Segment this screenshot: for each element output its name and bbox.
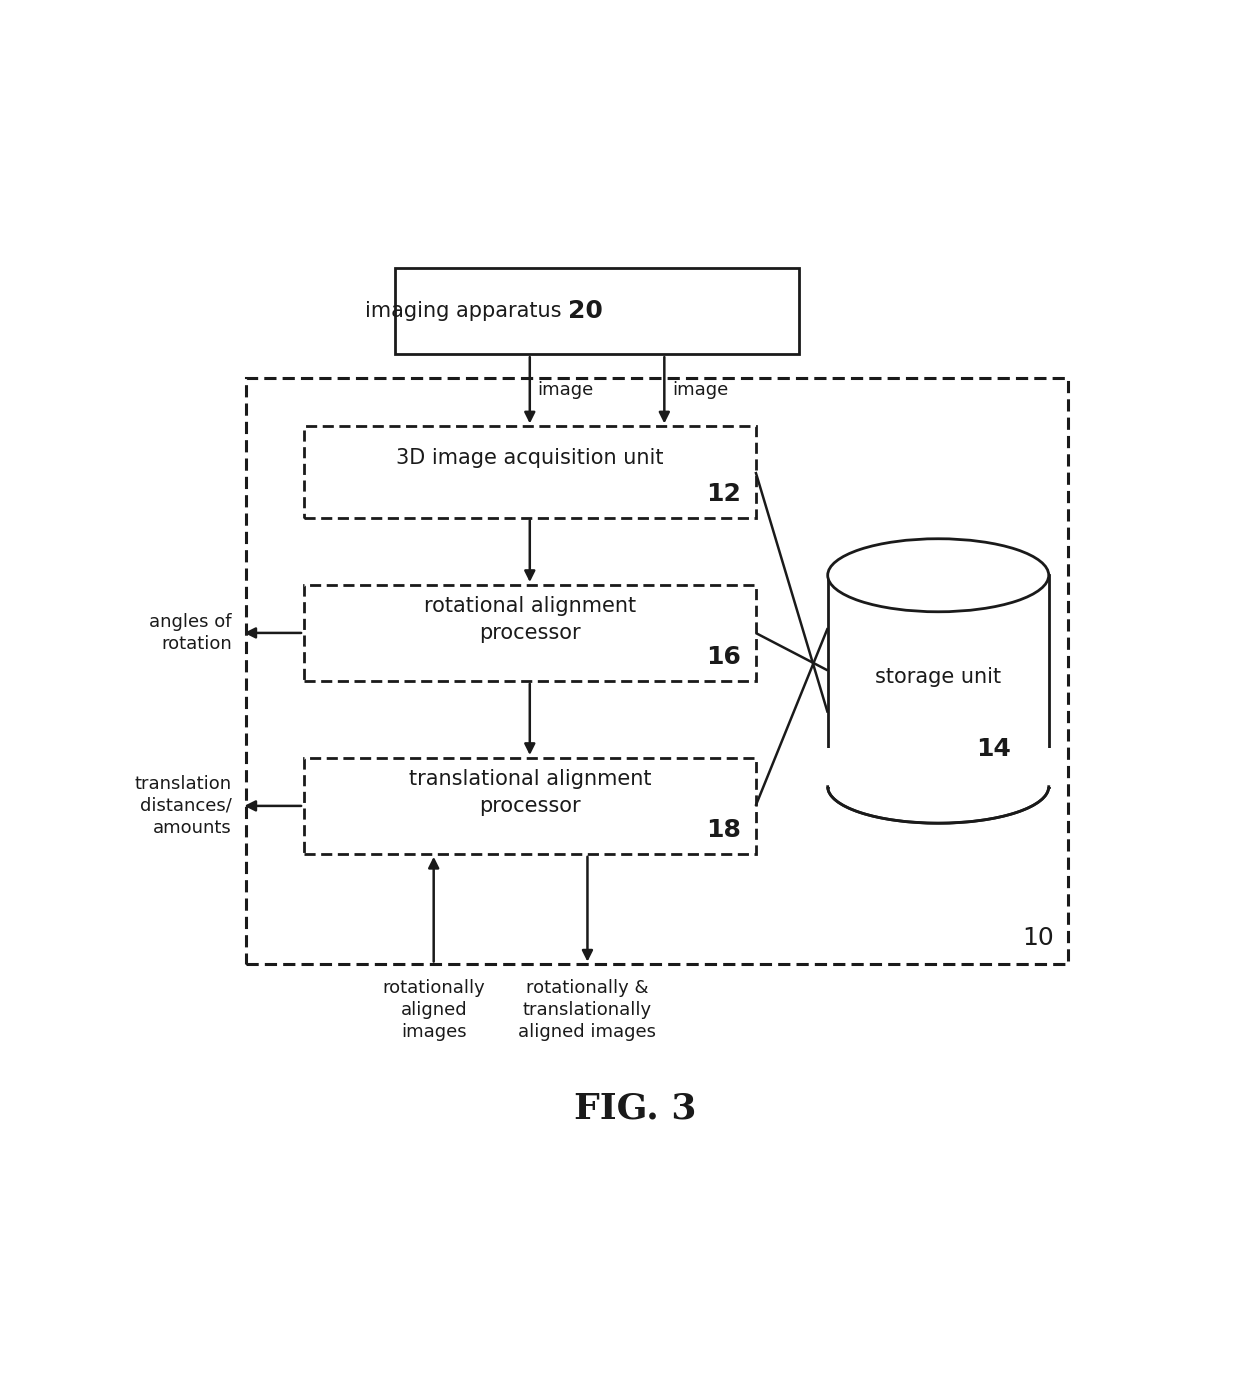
Text: rotational alignment
processor: rotational alignment processor [424,596,636,643]
Text: storage unit: storage unit [875,666,1001,687]
Text: 14: 14 [976,737,1011,760]
Ellipse shape [828,538,1049,611]
Bar [396,267,799,354]
Text: 20: 20 [568,299,603,324]
Text: image: image [537,381,594,399]
Text: 18: 18 [707,818,742,843]
Text: 16: 16 [707,646,742,669]
Text: image: image [672,381,728,399]
Bar [247,379,1068,964]
Text: 12: 12 [707,482,742,507]
Bar [304,427,755,518]
Bar [823,748,1054,786]
Text: FIG. 3: FIG. 3 [574,1092,697,1125]
Text: angles of
rotation: angles of rotation [149,613,232,653]
Bar [304,757,755,854]
Text: rotationally
aligned
images: rotationally aligned images [382,979,485,1041]
Bar [304,585,755,682]
Text: translation
distances/
amounts: translation distances/ amounts [135,775,232,837]
Text: imaging apparatus: imaging apparatus [365,302,568,321]
Text: translational alignment
processor: translational alignment processor [408,770,651,815]
Bar [828,576,1049,786]
Text: 10: 10 [1022,927,1054,950]
Text: 3D image acquisition unit: 3D image acquisition unit [396,448,663,468]
Ellipse shape [828,750,1049,823]
Text: rotationally &
translationally
aligned images: rotationally & translationally aligned i… [518,979,656,1041]
